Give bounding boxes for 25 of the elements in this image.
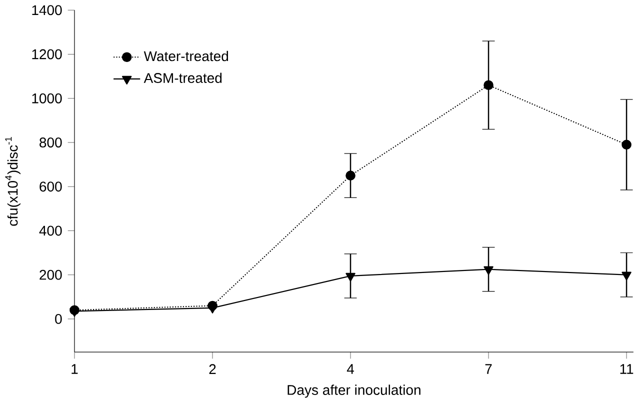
y-tick-label: 1400 xyxy=(32,5,62,16)
y-tick-label: 600 xyxy=(40,182,62,192)
point xyxy=(346,170,356,181)
point xyxy=(622,272,632,280)
point xyxy=(622,140,632,150)
legend-label: ASM-treated xyxy=(144,72,222,84)
x-tick-label: 1 xyxy=(72,364,78,374)
y-tick-label: 200 xyxy=(40,270,62,280)
point xyxy=(484,266,494,275)
point xyxy=(346,272,356,282)
y-tick-label: 800 xyxy=(40,138,62,148)
point xyxy=(208,300,218,311)
point xyxy=(70,305,80,316)
legend-label: Water-treated xyxy=(144,50,228,62)
y-tick-label: 1200 xyxy=(32,49,62,60)
x-tick-label: 4 xyxy=(346,364,354,374)
x-tick-label: 11 xyxy=(620,364,634,374)
y-tick-label: 1000 xyxy=(32,93,62,104)
x-tick-label: 7 xyxy=(485,364,492,374)
y-tick-label: 0 xyxy=(55,314,62,324)
point xyxy=(484,80,494,90)
x-axis-title: Days after inoculation xyxy=(288,384,420,398)
y-tick-label: 400 xyxy=(39,226,62,236)
y-axis-title: cfu(x10$^{4}$)disc$^{-1}$ xyxy=(5,137,20,226)
x-tick-label: 2 xyxy=(209,364,216,374)
